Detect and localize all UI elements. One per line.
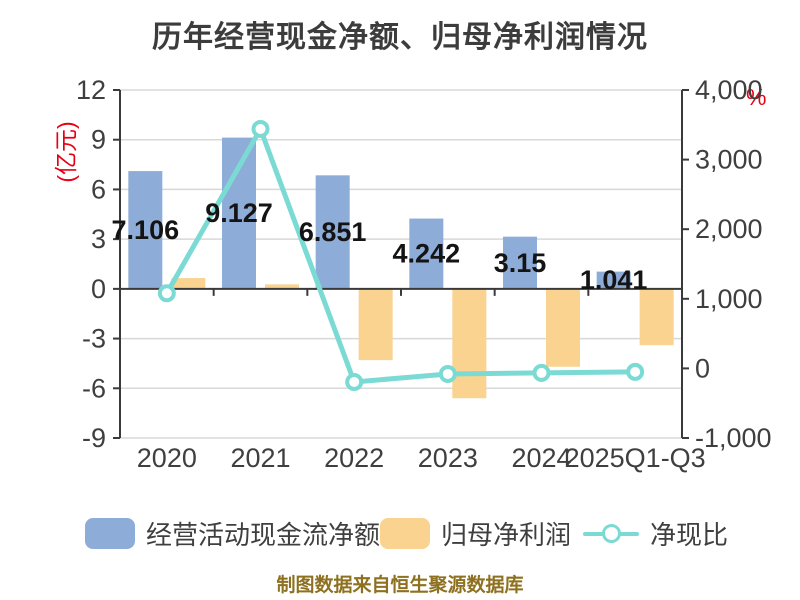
legend-label-net-profit: 归母净利润: [441, 519, 572, 550]
legend-dot-icon: [602, 523, 621, 543]
bar-value-label: 7.106: [112, 215, 180, 245]
left-axis-tick-label: 0: [91, 274, 106, 304]
bar-value-label: 9.127: [205, 198, 273, 228]
right-axis-tick-label: 3,000: [695, 145, 763, 175]
x-axis-label: 2022: [324, 443, 384, 473]
net-cash-ratio-point: [345, 372, 364, 391]
legend-item-net-cash-ratio[interactable]: 净现比: [583, 515, 728, 551]
bar-value-label: 6.851: [299, 217, 367, 247]
legend-swatch-orange: [380, 517, 430, 549]
legend-label-operating-cash-flow: 经营活动现金流净额: [146, 519, 381, 550]
bar-operating-cash-flow: [315, 175, 350, 289]
net-cash-ratio-point: [251, 119, 270, 138]
bar-net-profit: [265, 284, 299, 289]
net-cash-ratio-point: [438, 364, 457, 383]
page-title: 历年经营现金净额、归母净利润情况: [152, 21, 648, 54]
bar-net-profit: [452, 288, 487, 399]
legend: 经营活动现金流净额 归母净利润 净现比: [0, 515, 800, 551]
x-axis-label: 2023: [418, 443, 478, 473]
legend-label-net-cash-ratio: 净现比: [650, 519, 729, 550]
right-axis-tick-label: 4,000: [695, 75, 763, 105]
net-cash-ratio-point: [626, 362, 645, 381]
legend-line-marker: [583, 518, 639, 549]
source-caption: 制图数据来自恒生聚源数据库: [276, 575, 524, 596]
bar-operating-cash-flow: [409, 218, 444, 289]
bar-value-label: 3.15: [494, 248, 547, 278]
bar-value-label: 4.242: [393, 239, 461, 269]
x-axis-label: 2021: [230, 443, 290, 473]
bar-net-profit: [639, 288, 674, 346]
bar-operating-cash-flow: [128, 171, 163, 289]
bar-net-profit: [171, 278, 206, 289]
right-axis-tick-label: 0: [695, 353, 710, 383]
left-axis-tick-label: 6: [91, 174, 106, 204]
left-axis-tick-label: -6: [82, 373, 106, 403]
legend-item-net-profit[interactable]: 归母净利润: [380, 515, 571, 551]
left-axis-tick-label: -9: [82, 423, 106, 453]
legend-swatch-blue: [85, 517, 135, 549]
left-axis-tick-label: -3: [82, 324, 106, 354]
right-axis-unit-label: %: [746, 84, 767, 110]
left-axis-tick-label: 12: [76, 75, 106, 105]
bar-operating-cash-flow: [503, 236, 537, 289]
net-cash-ratio-point: [532, 363, 551, 382]
x-axis-label: 2020: [137, 443, 197, 473]
left-axis-tick-label: 9: [91, 125, 106, 155]
x-axis-label: 2025Q1-Q3: [565, 443, 706, 473]
legend-item-operating-cash-flow[interactable]: 经营活动现金流净额: [85, 515, 380, 551]
net-cash-ratio-point: [157, 284, 176, 303]
right-axis-tick-label: 1,000: [695, 284, 763, 314]
right-axis-tick-label: -1,000: [695, 423, 772, 453]
bar-net-profit: [546, 288, 580, 367]
bar-operating-cash-flow: [596, 271, 631, 289]
net-cash-ratio-line: [164, 126, 638, 385]
left-axis-tick-label: 3: [91, 224, 106, 254]
x-axis-label: 2024: [511, 443, 571, 473]
right-axis-tick-label: 2,000: [695, 214, 763, 244]
bar-value-label: 1.041: [580, 265, 648, 295]
bar-net-profit: [358, 288, 393, 361]
